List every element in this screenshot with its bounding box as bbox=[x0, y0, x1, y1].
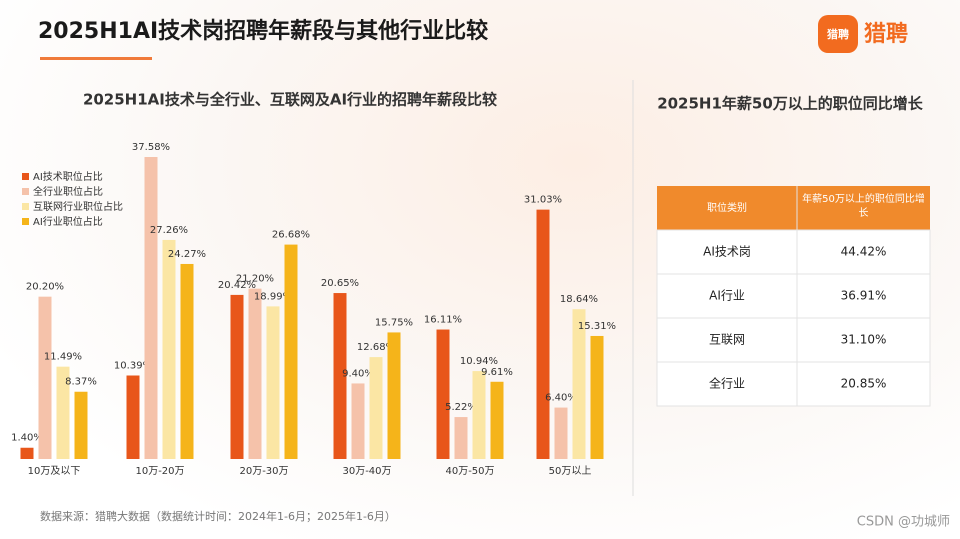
value-label: 27.26% bbox=[150, 225, 188, 236]
value-label: 18.99% bbox=[254, 291, 292, 302]
slide-title: 2025H1AI技术岗招聘年薪段与其他行业比较 bbox=[38, 18, 488, 44]
logo-icon bbox=[818, 15, 858, 53]
bar bbox=[248, 288, 262, 459]
value-label: 12.68% bbox=[357, 342, 395, 353]
table-header-cell-box: 年薪50万以上的职位同比增长 bbox=[802, 194, 925, 219]
value-label: 31.03% bbox=[524, 195, 562, 206]
value-label: 16.11% bbox=[424, 315, 462, 326]
bar bbox=[126, 375, 140, 459]
value-label: 20.20% bbox=[26, 282, 64, 293]
bar bbox=[20, 447, 34, 459]
table-row bbox=[656, 229, 931, 275]
legend-label: AI行业职位占比 bbox=[33, 215, 103, 228]
bar bbox=[436, 329, 450, 459]
bar bbox=[230, 294, 244, 459]
bar bbox=[387, 332, 401, 459]
legend-swatch bbox=[22, 188, 29, 195]
legend-swatch bbox=[22, 218, 29, 225]
bar bbox=[333, 293, 347, 459]
legend-swatch bbox=[22, 173, 29, 180]
bar bbox=[284, 244, 298, 459]
bar bbox=[590, 335, 604, 459]
legend-label: 互联网行业职位占比 bbox=[33, 200, 123, 213]
table-cell: 全行业 bbox=[709, 376, 745, 391]
bar bbox=[144, 157, 158, 459]
table-cell: 36.91% bbox=[841, 289, 887, 303]
x-tick-label: 20万-30万 bbox=[239, 466, 288, 477]
table-cell: AI技术岗 bbox=[703, 245, 751, 259]
bar bbox=[572, 309, 586, 459]
value-label: 37.58% bbox=[132, 142, 170, 153]
value-label: 18.64% bbox=[560, 294, 598, 305]
bar bbox=[472, 371, 486, 459]
table-header-cell: 职位类别 bbox=[707, 201, 747, 214]
bar bbox=[369, 357, 383, 459]
value-label: 10.94% bbox=[460, 356, 498, 367]
bar bbox=[554, 407, 568, 459]
value-label: 15.31% bbox=[578, 321, 616, 332]
table-cell: 互联网 bbox=[709, 333, 745, 347]
value-label: 8.37% bbox=[65, 377, 97, 388]
value-label: 20.65% bbox=[321, 278, 359, 289]
logo-icon-text: 猎聘 bbox=[827, 27, 849, 41]
x-tick-label: 30万-40万 bbox=[342, 466, 391, 477]
value-label: 6.40% bbox=[545, 393, 577, 404]
chart-title: 2025H1AI技术与全行业、互联网及AI行业的招聘年薪段比较 bbox=[83, 91, 497, 109]
table-title: 2025H1年薪50万以上的职位同比增长 bbox=[657, 95, 924, 113]
x-tick-label: 50万以上 bbox=[549, 465, 592, 477]
legend-label: AI技术职位占比 bbox=[33, 170, 103, 183]
value-label: 10.39% bbox=[114, 361, 152, 372]
bar bbox=[490, 381, 504, 459]
bar bbox=[454, 417, 468, 459]
watermark: CSDN @功城师 bbox=[857, 515, 950, 530]
title-underline bbox=[40, 57, 152, 60]
legend-label: 全行业职位占比 bbox=[33, 185, 103, 198]
source: 数据来源：猎聘大数据（数据统计时间：2024年1-6月；2025年1-6月） bbox=[40, 509, 396, 523]
bar bbox=[38, 296, 52, 459]
table-header bbox=[657, 186, 930, 230]
value-label: 26.68% bbox=[272, 230, 310, 241]
value-label: 21.20% bbox=[236, 274, 274, 285]
x-tick-label: 40万-50万 bbox=[445, 466, 494, 477]
x-tick-label: 10万及以下 bbox=[28, 465, 81, 477]
value-label: 20.42% bbox=[218, 280, 256, 291]
value-label: 5.22% bbox=[445, 402, 477, 413]
bar bbox=[536, 209, 550, 459]
bar bbox=[56, 366, 70, 459]
value-label: 9.40% bbox=[342, 368, 374, 379]
table-cell: 31.10% bbox=[841, 333, 887, 347]
value-label: 15.75% bbox=[375, 317, 413, 328]
bar bbox=[162, 239, 176, 459]
bar bbox=[180, 263, 194, 459]
logo-text: 猎聘 bbox=[864, 22, 908, 47]
table-header-cell: 年薪50万以上的职位同比增长 bbox=[802, 194, 925, 219]
table-cell: AI行业 bbox=[709, 289, 745, 303]
bar bbox=[74, 391, 88, 459]
legend-swatch bbox=[22, 203, 29, 210]
table-cell: 44.42% bbox=[841, 245, 887, 259]
table-row bbox=[656, 273, 931, 319]
value-label: 24.27% bbox=[168, 249, 206, 260]
bar bbox=[351, 383, 365, 459]
table-row bbox=[656, 317, 931, 363]
value-label: 1.40% bbox=[11, 433, 43, 444]
bar bbox=[266, 306, 280, 459]
table-cell: 20.85% bbox=[841, 377, 887, 391]
table-row bbox=[656, 361, 931, 407]
x-tick-label: 10万-20万 bbox=[135, 466, 184, 477]
value-label: 11.49% bbox=[44, 352, 82, 363]
value-label: 9.61% bbox=[481, 367, 513, 378]
